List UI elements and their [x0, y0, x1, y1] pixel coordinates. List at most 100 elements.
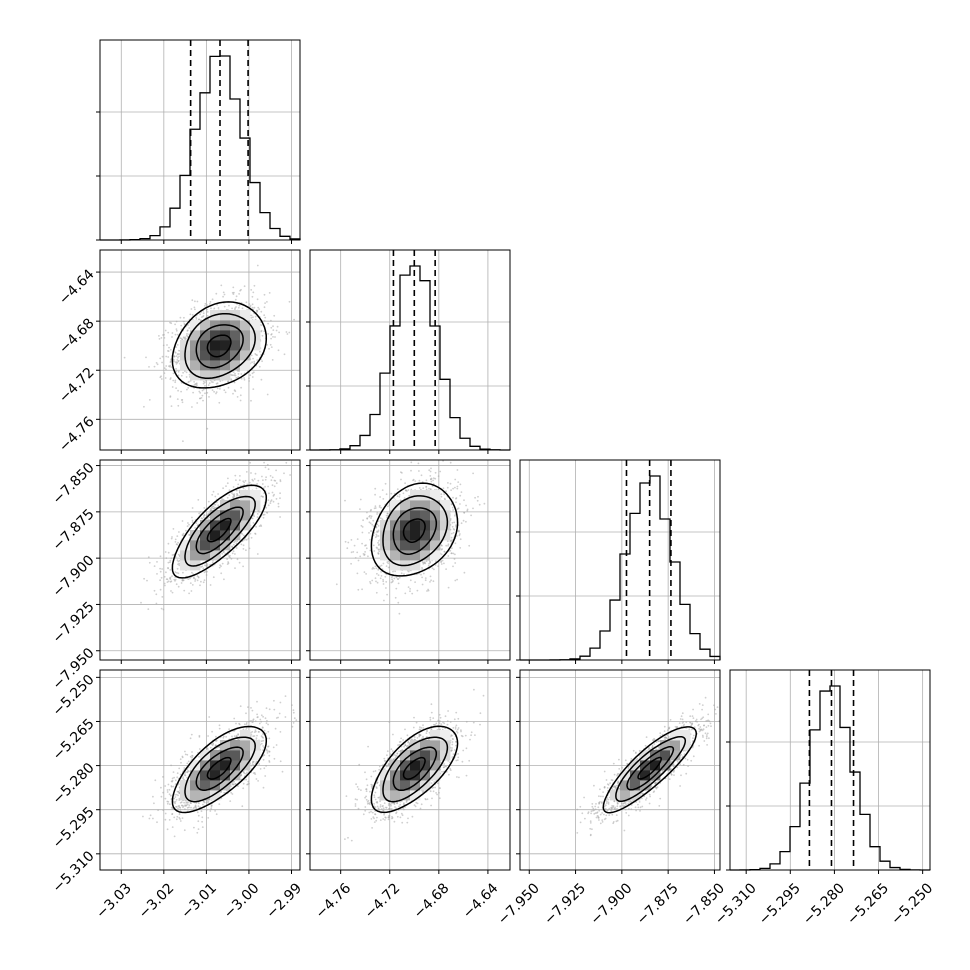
sample-point: [293, 318, 295, 321]
sample-point: [274, 336, 276, 338]
sample-point: [140, 601, 142, 604]
sample-point: [270, 319, 272, 322]
sample-point: [424, 577, 427, 579]
sample-point: [159, 579, 162, 582]
sample-point: [216, 387, 219, 390]
sample-point: [175, 367, 178, 370]
sample-point: [160, 378, 163, 380]
sample-point: [163, 582, 166, 585]
sample-point: [211, 389, 214, 391]
sample-point: [251, 295, 254, 298]
sample-point: [255, 525, 257, 528]
sample-point: [392, 580, 394, 582]
sample-point: [228, 555, 231, 558]
sample-point: [194, 578, 197, 581]
sample-point: [185, 529, 187, 532]
sample-point: [252, 291, 255, 294]
sample-point: [451, 521, 454, 524]
sample-point: [371, 523, 374, 526]
sample-point: [364, 551, 366, 553]
sample-point: [208, 382, 211, 385]
sample-point: [454, 514, 456, 517]
sample-point: [179, 316, 182, 319]
sample-point: [148, 366, 150, 368]
density-panel-2-0: [96, 459, 301, 664]
sample-point: [177, 404, 180, 407]
sample-point: [174, 580, 176, 582]
sample-point: [260, 310, 263, 313]
sample-point: [275, 329, 278, 332]
sample-point: [177, 541, 180, 544]
sample-point: [409, 590, 411, 593]
sample-point: [191, 519, 194, 522]
sample-point: [286, 333, 289, 335]
sample-point: [236, 540, 239, 543]
sample-point: [243, 378, 246, 381]
sample-point: [248, 547, 251, 550]
sample-point: [208, 396, 210, 398]
sample-point: [170, 590, 172, 592]
sample-point: [359, 508, 361, 510]
sample-point: [171, 575, 173, 577]
sample-point: [176, 333, 179, 336]
sample-point: [447, 482, 449, 484]
sample-point: [233, 374, 236, 377]
histogram-panel-1: [306, 249, 511, 454]
density-cell: [190, 360, 201, 371]
sample-point: [416, 589, 419, 592]
sample-point: [404, 592, 407, 595]
sample-point: [196, 575, 199, 577]
sample-point: [250, 472, 252, 474]
sample-point: [237, 483, 240, 486]
sample-point: [193, 306, 196, 309]
sample-point: [272, 336, 274, 338]
sample-point: [174, 361, 177, 363]
sample-point: [248, 377, 250, 380]
sample-point: [190, 590, 193, 592]
panel-frame: [99, 39, 301, 241]
sample-point: [227, 562, 230, 565]
sample-point: [426, 590, 428, 592]
sample-point: [252, 388, 255, 390]
density-cell: [240, 310, 251, 321]
sample-point: [262, 516, 265, 519]
density-cell: [190, 340, 201, 351]
sample-point: [199, 397, 202, 400]
sample-point: [204, 392, 206, 395]
sample-point: [174, 323, 177, 326]
sample-point: [357, 588, 360, 591]
sample-point: [263, 513, 266, 516]
sample-point: [189, 577, 191, 580]
sample-point: [478, 503, 481, 506]
sample-point: [165, 365, 168, 367]
sample-point: [271, 359, 274, 361]
sample-point: [176, 398, 179, 400]
sample-point: [171, 332, 174, 334]
sample-point: [184, 370, 186, 373]
sample-point: [270, 337, 272, 340]
sample-point: [194, 308, 196, 311]
sample-point: [265, 506, 267, 509]
sample-point: [270, 479, 273, 482]
sample-point: [159, 588, 162, 591]
sample-point: [454, 579, 457, 582]
sample-point: [143, 577, 146, 580]
sample-point: [186, 330, 189, 332]
sample-point: [226, 496, 229, 499]
sample-point: [180, 390, 183, 393]
sample-point: [187, 578, 190, 580]
sample-point: [169, 561, 171, 564]
sample-point: [160, 337, 163, 339]
sample-point: [386, 593, 388, 596]
sample-point: [175, 320, 178, 323]
sample-point: [239, 475, 241, 477]
sample-point: [454, 542, 457, 545]
sample-point: [206, 311, 209, 313]
sample-point: [440, 495, 443, 498]
sample-point: [381, 489, 384, 491]
sample-point: [182, 440, 184, 443]
sample-point: [177, 553, 180, 556]
sample-point: [164, 551, 167, 553]
sample-point: [382, 578, 384, 581]
sample-point: [219, 388, 221, 390]
